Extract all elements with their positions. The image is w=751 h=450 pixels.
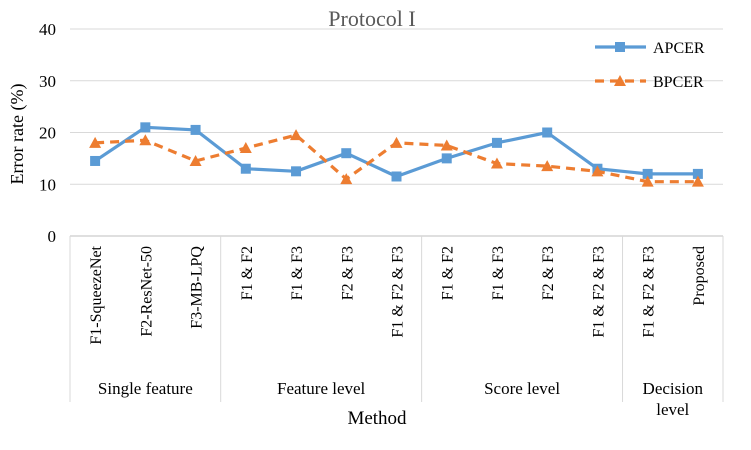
data-point: [190, 124, 201, 135]
grid-lines: [70, 28, 723, 237]
x-tick-label: F2 & F3: [339, 246, 356, 300]
data-point: [614, 75, 626, 86]
x-tick-label: Proposed: [691, 246, 708, 306]
data-point: [340, 173, 353, 185]
group-label: Decision level: [643, 379, 704, 419]
y-axis-label: Error rate (%): [7, 84, 28, 185]
data-point: [615, 42, 625, 52]
x-axis-label: Method: [347, 408, 407, 429]
data-point: [641, 175, 654, 187]
data-point: [691, 175, 704, 187]
data-point: [692, 168, 703, 179]
legend-label: BPCER: [653, 74, 704, 91]
data-point: [240, 163, 251, 174]
y-tick-label: 0: [48, 227, 57, 246]
y-tick-label: 40: [39, 20, 56, 39]
x-tick-label: F1 & F3: [289, 246, 306, 300]
series-line: [94, 125, 698, 179]
data-point: [542, 127, 553, 138]
y-axis-ticks: 0 10 20 30 40: [39, 20, 56, 246]
data-point: [441, 153, 452, 164]
series-bpcer: [89, 129, 704, 187]
y-tick-label: 30: [39, 72, 56, 91]
x-axis-groups: Single feature Feature level Score level De…: [69, 236, 724, 419]
data-point: [239, 142, 252, 154]
data-point: [541, 160, 554, 172]
x-tick-label: F1 & F2: [239, 246, 256, 300]
data-point: [341, 148, 352, 159]
x-tick-label: F1 & F2: [440, 246, 457, 300]
group-label: Feature level: [277, 379, 366, 398]
data-point: [90, 155, 101, 166]
x-tick-label: F1 & F2 & F3: [590, 246, 607, 338]
x-tick-label: F3-MB-LPQ: [189, 246, 206, 329]
data-point: [440, 139, 453, 151]
data-point: [642, 168, 653, 179]
x-tick-label: F1 & F2 & F3: [641, 246, 658, 338]
legend-label: APCER: [653, 40, 705, 57]
group-label: Score level: [484, 379, 560, 398]
data-point: [591, 165, 604, 177]
group-label: Single feature: [98, 379, 193, 398]
chart-title: Protocol I: [328, 6, 415, 31]
data-point: [89, 136, 102, 148]
data-point: [140, 122, 151, 133]
x-tick-label: F2 & F3: [540, 246, 557, 300]
data-point: [189, 154, 202, 166]
x-axis-categories: F1-SqueezeNet F2-ResNet-50 F3-MB-LPQ F1 & F…: [88, 245, 708, 344]
x-tick-label: F1 & F3: [490, 246, 507, 300]
data-point: [490, 157, 503, 169]
data-point: [139, 134, 152, 146]
data-point: [491, 137, 502, 148]
data-point: [391, 171, 402, 182]
data-point: [291, 166, 302, 177]
data-point: [290, 129, 303, 141]
series: [89, 122, 704, 187]
x-tick-label: F1 & F2 & F3: [390, 246, 407, 338]
y-tick-label: 10: [39, 175, 56, 194]
legend-item-apcer: APCER: [595, 40, 705, 57]
x-tick-label: F2-ResNet-50: [138, 246, 155, 337]
x-tick-label: F1-SqueezeNet: [88, 245, 105, 344]
legend-item-bpcer: BPCER: [595, 74, 704, 91]
y-tick-label: 20: [39, 124, 56, 143]
data-point: [390, 136, 403, 148]
legend: APCER BPCER: [595, 40, 705, 91]
